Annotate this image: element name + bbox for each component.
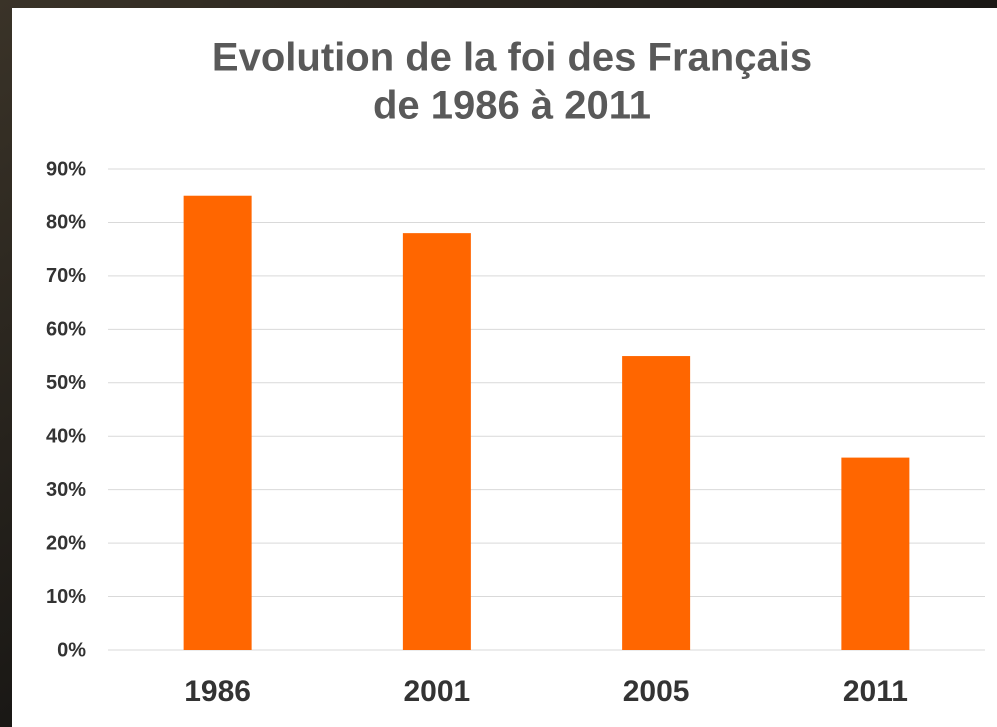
x-tick-label: 2011 — [843, 675, 908, 708]
bar — [184, 196, 252, 650]
x-tick-label: 2001 — [404, 675, 471, 708]
y-tick-label: 80% — [46, 212, 86, 234]
bar — [841, 458, 909, 650]
x-tick-label: 2005 — [623, 675, 690, 708]
x-tick-label: 1986 — [184, 675, 251, 708]
chart-title: de 1986 à 2011 — [373, 84, 651, 128]
y-tick-label: 60% — [46, 319, 86, 341]
bar — [622, 356, 690, 650]
chart: Evolution de la foi des Français de 1986… — [0, 0, 997, 727]
y-tick-label: 10% — [46, 586, 86, 608]
y-tick-label: 50% — [46, 372, 86, 394]
bar — [403, 233, 471, 650]
y-tick-label: 20% — [46, 532, 86, 554]
y-tick-label: 30% — [46, 479, 86, 501]
y-tick-label: 90% — [46, 158, 86, 180]
y-tick-label: 40% — [46, 426, 86, 448]
y-tick-label: 0% — [57, 639, 86, 661]
y-tick-label: 70% — [46, 265, 86, 287]
chart-title: Evolution de la foi des Français — [212, 36, 812, 80]
